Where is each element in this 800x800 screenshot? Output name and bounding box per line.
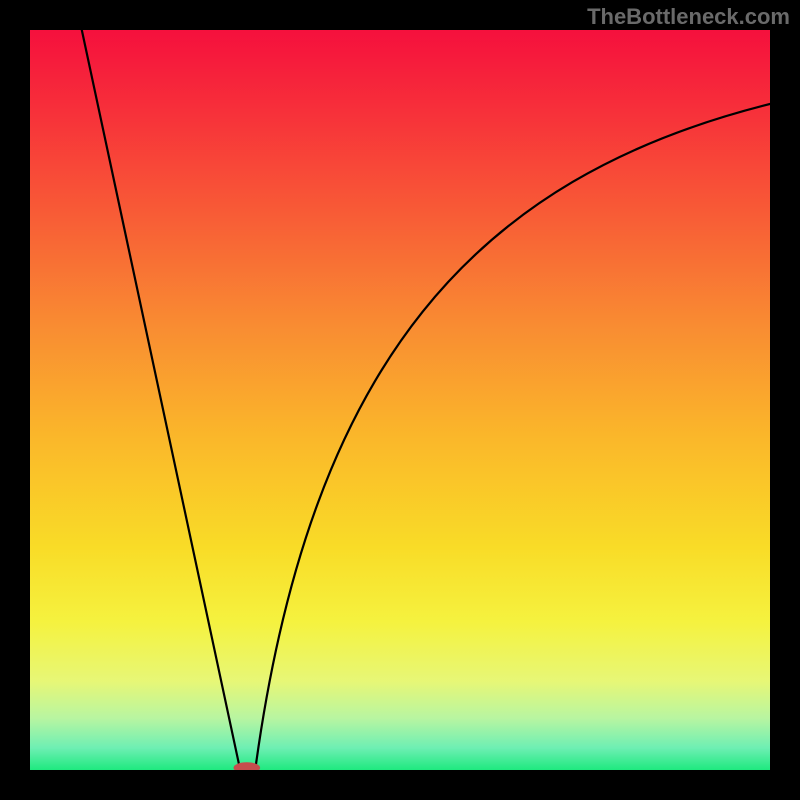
watermark-text: TheBottleneck.com xyxy=(587,4,790,30)
chart-container: TheBottleneck.com xyxy=(0,0,800,800)
plot-area xyxy=(30,30,770,770)
chart-svg xyxy=(30,30,770,770)
gradient-background xyxy=(30,30,770,770)
